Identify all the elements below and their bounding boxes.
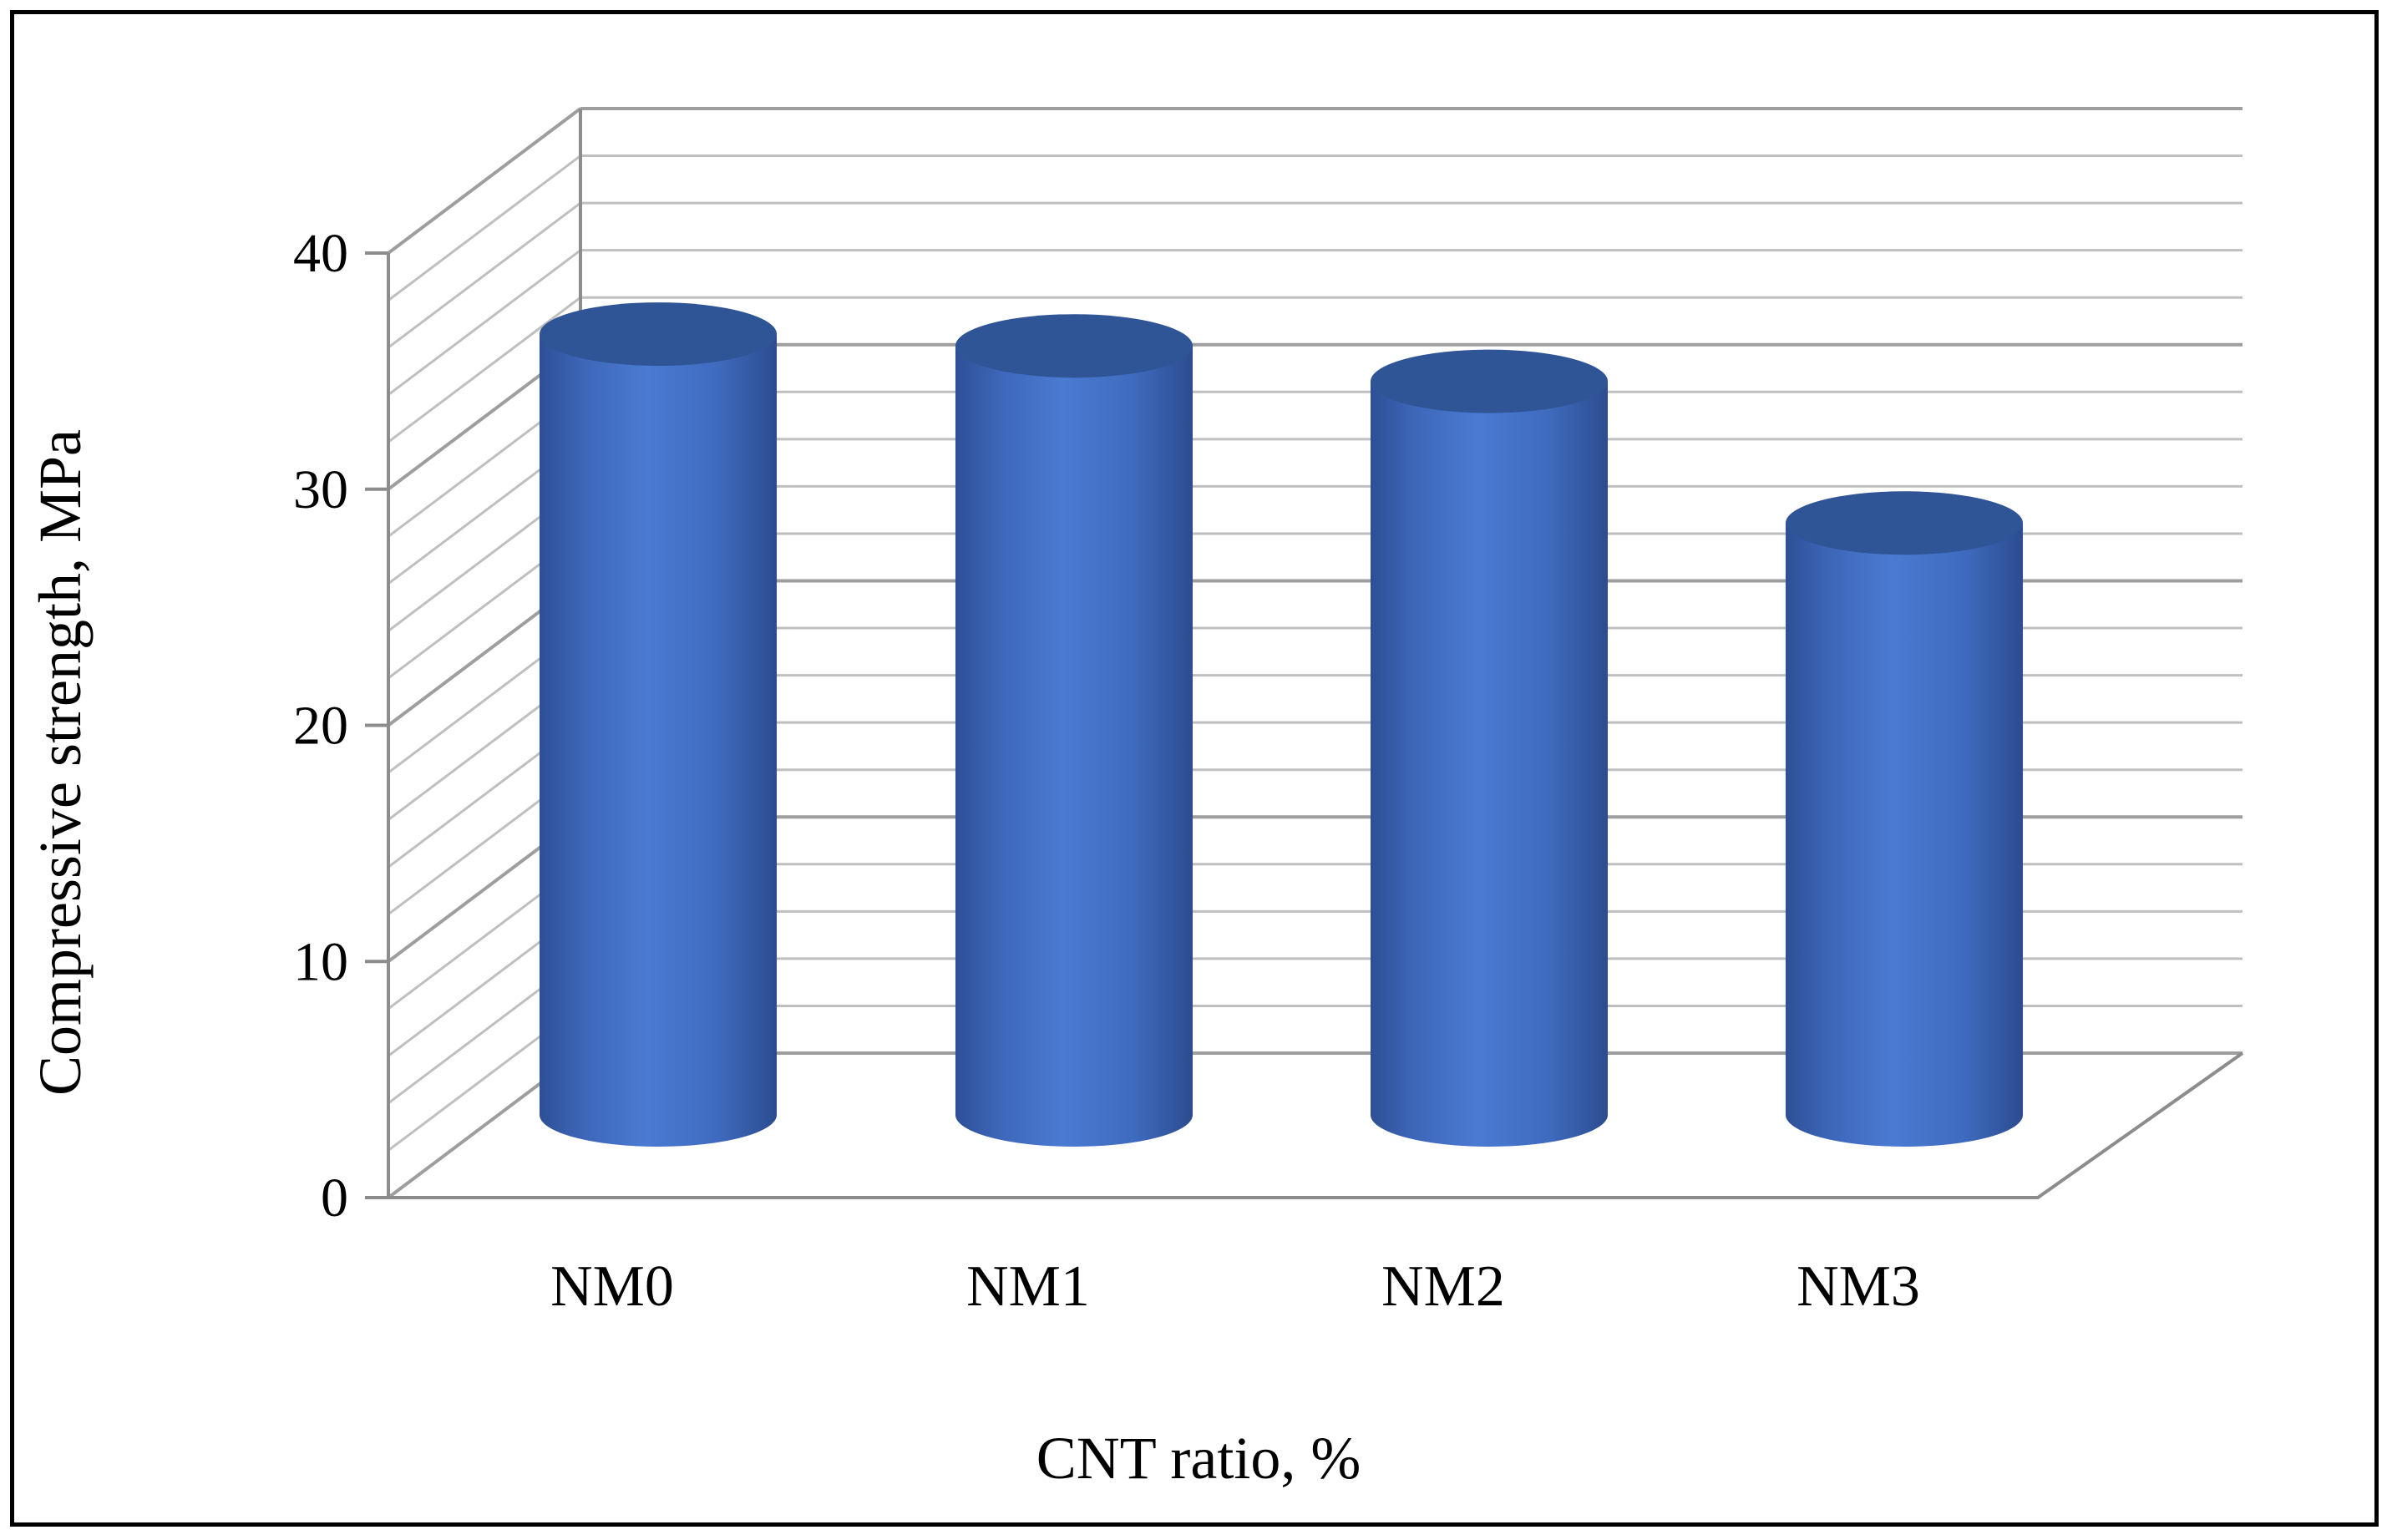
bar-body [955, 346, 1193, 1147]
side-wall-gridline [388, 201, 581, 349]
x-category-label: NM3 [1797, 1254, 1920, 1319]
side-wall-gridline [388, 296, 581, 443]
bar-body [1786, 523, 2023, 1147]
y-tick-label: 0 [321, 1168, 348, 1228]
bar-body [1371, 381, 1608, 1147]
side-wall-gridline [387, 107, 582, 255]
y-tick-labels: 0 10 20 30 40 [293, 223, 348, 1228]
bar-nm3 [1786, 491, 2023, 1147]
y-tick-label: 20 [293, 696, 348, 757]
bar-top [540, 302, 777, 367]
y-axis-title: Compressive strength, MPa [27, 429, 94, 1096]
x-category-label: NM2 [1381, 1254, 1505, 1319]
floor-outline [388, 1051, 2244, 1199]
x-category-labels: NM0 NM1 NM2 NM3 [550, 1254, 1920, 1319]
side-wall-gridline [388, 249, 581, 396]
bar-top [1371, 349, 1608, 413]
bar-nm0 [540, 302, 777, 1147]
y-tick-label: 40 [293, 223, 348, 284]
side-wall-gridline [388, 155, 581, 301]
bar-body [540, 334, 777, 1147]
x-axis-title: CNT ratio, % [1036, 1425, 1361, 1492]
bar-top [1786, 491, 2023, 555]
x-category-label: NM0 [550, 1254, 674, 1319]
bars [540, 302, 2023, 1147]
bar-nm1 [955, 314, 1193, 1147]
bar-top [955, 314, 1193, 378]
x-category-label: NM1 [966, 1254, 1090, 1319]
y-tick-label: 10 [293, 931, 348, 992]
y-tick-label: 30 [293, 459, 348, 520]
bar-nm2 [1371, 349, 1608, 1147]
